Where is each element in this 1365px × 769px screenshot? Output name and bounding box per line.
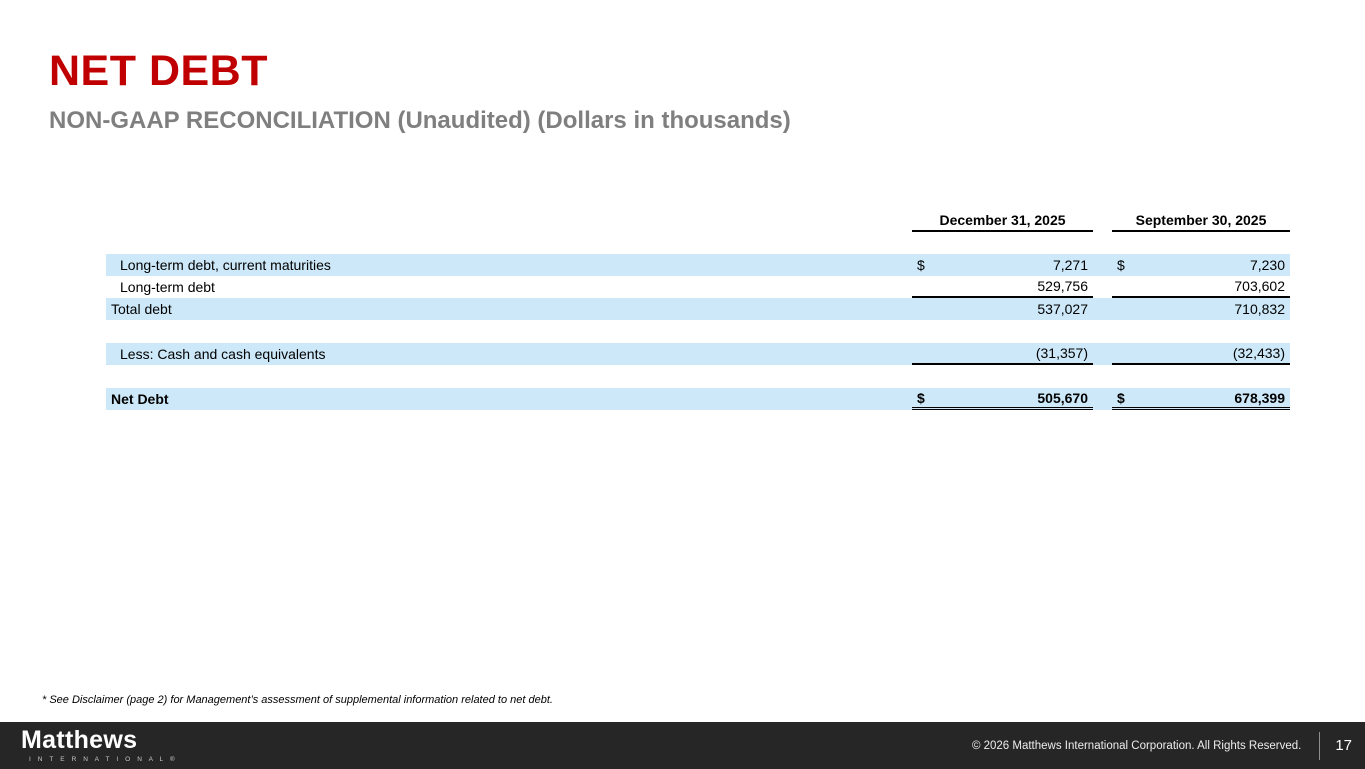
cell-value: $ 505,670 bbox=[912, 388, 1093, 410]
column-header-september: September 30, 2025 bbox=[1112, 210, 1290, 232]
row-label: Net Debt bbox=[111, 391, 169, 407]
cell-value: (32,433) bbox=[1112, 343, 1290, 365]
dollar-sign: $ bbox=[917, 389, 925, 406]
row-label: Long-term debt bbox=[120, 279, 215, 295]
cell-value: 537,027 bbox=[912, 298, 1093, 320]
logo-international-label: I N T E R N A T I O N A L ® bbox=[29, 756, 178, 763]
cell-number: 703,602 bbox=[1234, 278, 1285, 294]
cell-value: 710,832 bbox=[1112, 298, 1290, 320]
page-subtitle: NON-GAAP RECONCILIATION (Unaudited) (Dol… bbox=[49, 107, 791, 134]
dollar-sign: $ bbox=[1117, 389, 1125, 406]
cell-value: 529,756 bbox=[912, 276, 1093, 298]
table-row-ltd: Long-term debt 529,756 703,602 bbox=[106, 276, 1290, 298]
cell-number: 710,832 bbox=[1234, 301, 1285, 317]
row-label: Less: Cash and cash equivalents bbox=[120, 346, 326, 362]
cell-number: 7,230 bbox=[1249, 257, 1285, 273]
header-label-spacer bbox=[106, 210, 912, 232]
cell-number: 529,756 bbox=[1037, 278, 1088, 294]
column-gap bbox=[1093, 210, 1112, 232]
header-gap bbox=[106, 232, 1290, 254]
cell-value: $ 678,399 bbox=[1112, 388, 1290, 410]
table-row-net-debt: Net Debt $ 505,670 $ 678,399 bbox=[106, 388, 1290, 410]
cell-number: 537,027 bbox=[1037, 301, 1088, 317]
copyright-text: © 2026 Matthews International Corporatio… bbox=[971, 739, 1302, 752]
page-number: 17 bbox=[1335, 737, 1352, 754]
table-header-row: December 31, 2025 September 30, 2025 bbox=[106, 210, 1290, 232]
row-label: Total debt bbox=[111, 301, 172, 317]
spacer-row bbox=[106, 320, 1290, 343]
cell-number: (32,433) bbox=[1232, 345, 1285, 361]
table-row-total-debt: Total debt 537,027 710,832 bbox=[106, 298, 1290, 320]
logo-wordmark: Matthews bbox=[21, 726, 138, 754]
column-header-december: December 31, 2025 bbox=[912, 210, 1093, 232]
cell-value: 703,602 bbox=[1112, 276, 1290, 298]
cell-value: (31,357) bbox=[912, 343, 1093, 365]
spacer-row bbox=[106, 365, 1290, 388]
page-title: NET DEBT bbox=[49, 47, 268, 95]
page-separator bbox=[1319, 731, 1321, 760]
matthews-logo: Matthews I N T E R N A T I O N A L ® bbox=[21, 726, 178, 764]
dollar-sign: $ bbox=[917, 257, 925, 273]
table-row-ltd-current: Long-term debt, current maturities $ 7,2… bbox=[106, 254, 1290, 276]
cell-number: 7,271 bbox=[1052, 257, 1088, 273]
net-debt-table: December 31, 2025 September 30, 2025 Lon… bbox=[106, 210, 1290, 410]
footer-bar: Matthews I N T E R N A T I O N A L ® © 2… bbox=[0, 722, 1365, 769]
table-row-less-cash: Less: Cash and cash equivalents (31,357)… bbox=[106, 343, 1290, 365]
cell-value: $ 7,271 bbox=[912, 254, 1093, 276]
row-label: Long-term debt, current maturities bbox=[120, 257, 331, 273]
cell-number: (31,357) bbox=[1035, 345, 1088, 361]
cell-value: $ 7,230 bbox=[1112, 254, 1290, 276]
dollar-sign: $ bbox=[1117, 257, 1125, 273]
footnote: * See Disclaimer (page 2) for Management… bbox=[42, 694, 553, 706]
cell-number: 678,399 bbox=[1234, 389, 1285, 406]
cell-number: 505,670 bbox=[1037, 389, 1088, 406]
